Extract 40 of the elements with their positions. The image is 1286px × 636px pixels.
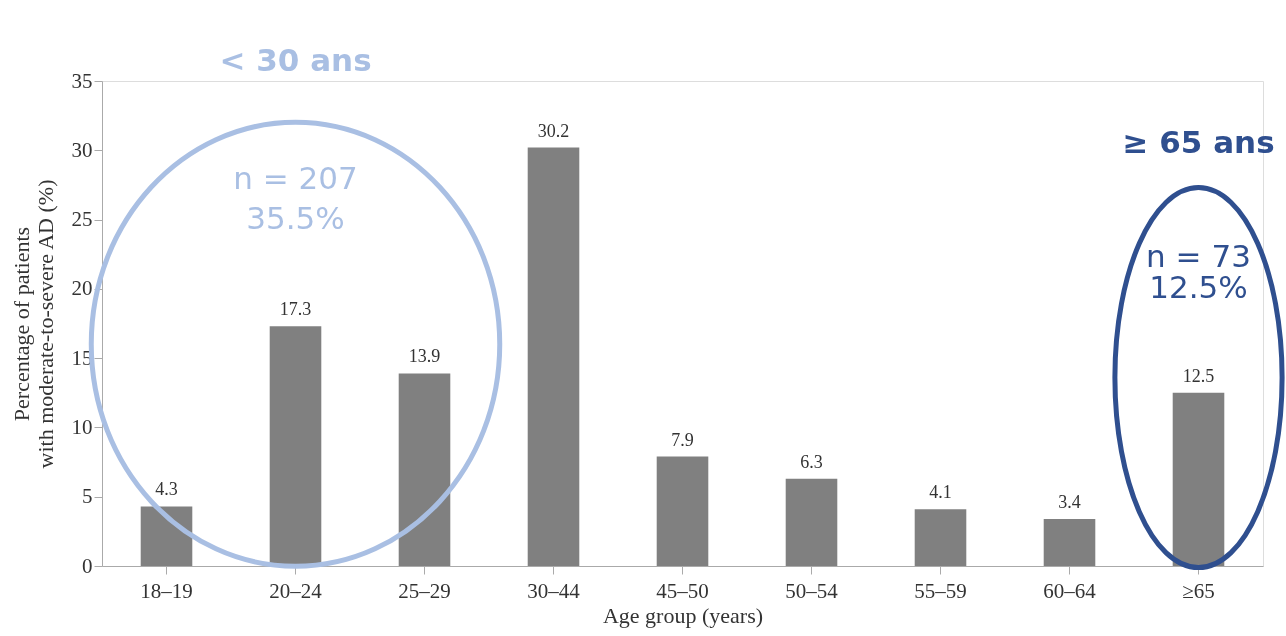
- data-label: 17.3: [279, 299, 312, 320]
- data-label: 7.9: [671, 429, 694, 450]
- bar: [656, 456, 709, 566]
- bar: [785, 478, 838, 566]
- x-tick-label: 30–44: [527, 578, 581, 603]
- bar: [527, 147, 580, 566]
- annotation: n = 207: [233, 160, 358, 197]
- y-tick-label: 5: [82, 484, 93, 509]
- x-tick-label: 50–54: [785, 578, 839, 603]
- data-label: 30.2: [537, 120, 570, 141]
- bar: [914, 509, 967, 566]
- annotation: 35.5%: [246, 200, 345, 237]
- data-label: 3.4: [1058, 491, 1081, 512]
- y-tick-label: 20: [71, 276, 93, 301]
- y-axis-title: Percentage of patients with moderate-to-severe AD (%): [8, 179, 58, 469]
- y-tick-label: 10: [71, 414, 93, 439]
- data-label: 13.9: [408, 346, 441, 367]
- data-label: 4.3: [155, 479, 178, 500]
- x-tick-label: 25–29: [398, 578, 451, 603]
- x-tick-label: ≥65: [1182, 578, 1215, 603]
- x-tick-label: 18–19: [140, 578, 193, 603]
- data-label: 12.5: [1182, 365, 1215, 386]
- y-tick-label: 35: [71, 68, 93, 93]
- data-label: 4.1: [929, 482, 952, 503]
- data-label: 6.3: [800, 451, 823, 472]
- y-tick-label: 0: [82, 553, 93, 578]
- bar: [140, 506, 193, 566]
- y-tick-label: 25: [71, 207, 93, 232]
- x-tick-label: 45–50: [656, 578, 709, 603]
- x-tick-label: 60–64: [1043, 578, 1097, 603]
- x-tick-label: 55–59: [914, 578, 967, 603]
- x-tick-label: 20–24: [269, 578, 323, 603]
- bar: [398, 373, 451, 566]
- bar: [1043, 518, 1096, 566]
- x-axis-title: Age group (years): [602, 602, 764, 628]
- bar: [269, 326, 322, 566]
- y-tick-label: 30: [71, 137, 93, 162]
- text: < 30 ans: [219, 42, 372, 79]
- bar: [1172, 392, 1225, 566]
- annotation: ≥ 65 ans: [1122, 123, 1275, 160]
